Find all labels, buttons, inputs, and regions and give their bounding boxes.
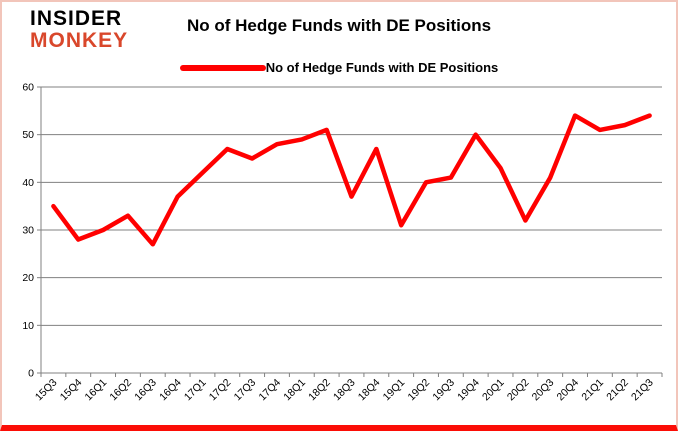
series-line-de-positions (51, 113, 652, 247)
x-axis-label: 19Q3 (430, 377, 457, 404)
x-axis-label: 17Q3 (232, 377, 259, 404)
x-axis-label: 19Q4 (455, 377, 482, 404)
x-axis-label: 19Q1 (381, 377, 408, 404)
y-axis-label: 60 (22, 82, 34, 94)
x-axis-label: 18Q1 (281, 377, 308, 404)
y-axis-label: 30 (22, 225, 34, 237)
x-axis-label: 20Q1 (480, 377, 507, 404)
x-axis-label: 15Q3 (33, 377, 60, 404)
x-axis-label: 21Q1 (579, 377, 606, 404)
x-axis-label: 17Q2 (207, 377, 234, 404)
x-axis-label: 21Q2 (604, 377, 631, 404)
x-axis-label: 16Q3 (132, 377, 159, 404)
x-axis-label: 19Q2 (405, 377, 432, 404)
chart-title: No of Hedge Funds with DE Positions (186, 16, 492, 35)
insider-monkey-logo: INSIDER MONKEY (30, 8, 128, 52)
logo-line-monkey: MONKEY (30, 29, 129, 52)
legend: No of Hedge Funds with DE Positions (2, 60, 676, 75)
x-axis-label: 16Q1 (83, 377, 110, 404)
y-axis-label: 20 (22, 272, 34, 284)
x-axis-label: 20Q2 (505, 377, 532, 404)
x-axis-label: 18Q3 (331, 377, 358, 404)
y-axis-label: 40 (22, 177, 34, 189)
x-axis-label: 15Q4 (58, 377, 85, 404)
chart-canvas: 010203040506015Q315Q416Q116Q216Q316Q417Q… (22, 82, 663, 404)
y-axis-label: 10 (22, 320, 34, 332)
x-axis-label: 16Q4 (157, 377, 184, 404)
legend-label: No of Hedge Funds with DE Positions (265, 60, 499, 75)
y-axis-label: 0 (28, 368, 34, 380)
x-axis-label: 18Q4 (356, 377, 383, 404)
x-axis-label: 17Q4 (256, 377, 283, 404)
legend-line-swatch (179, 64, 266, 71)
logo-line-insider: INSIDER (30, 7, 123, 30)
y-axis-label: 50 (22, 129, 34, 141)
x-axis-label: 20Q4 (555, 377, 582, 404)
x-axis-label: 21Q3 (629, 377, 656, 404)
x-axis-label: 16Q2 (107, 377, 134, 404)
x-axis-label: 20Q3 (530, 377, 557, 404)
x-axis-label: 18Q2 (306, 377, 333, 404)
x-axis-label: 17Q1 (182, 377, 209, 404)
